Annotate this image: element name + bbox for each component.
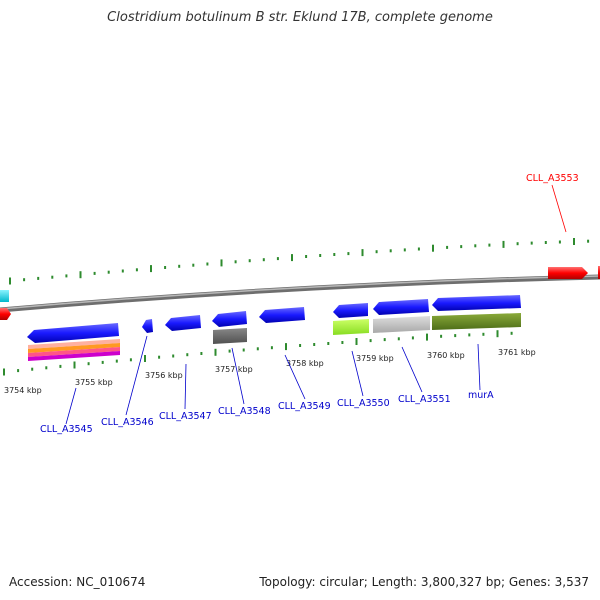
feature-block-grey [213, 328, 247, 344]
genome-summary-text: Topology: circular; Length: 3,800,327 bp… [259, 575, 589, 589]
gene-label-cll-a3551[interactable]: CLL_A3551 [398, 394, 451, 405]
label-leader-line [351, 350, 364, 397]
red-feature-left [0, 308, 11, 320]
gene-arrow-cll-a3545[interactable] [27, 323, 119, 343]
upper-tick-track [9, 238, 590, 285]
gene-label-mura[interactable]: murA [468, 390, 494, 401]
kbp-label: 3760 kbp [427, 351, 465, 360]
feature-block-olive [432, 313, 521, 330]
feature-block-lime [333, 319, 369, 335]
label-leader-line [65, 387, 77, 425]
label-leader-line [184, 363, 187, 410]
label-leader-line [477, 343, 481, 391]
gene-arrow-cll-a3549[interactable] [259, 307, 305, 323]
feature-stack-cll-a3545 [28, 339, 120, 361]
kbp-label: 3758 kbp [286, 359, 324, 368]
gene-label-cll-a3546[interactable]: CLL_A3546 [101, 417, 154, 428]
accession-text: Accession: NC_010674 [9, 575, 146, 589]
lower-tick-track [3, 330, 513, 376]
genome-backbone-highlight [0, 275, 600, 310]
gene-arrow-cll-a3548[interactable] [212, 311, 247, 327]
gene-label-cll-a3549[interactable]: CLL_A3549 [278, 401, 331, 412]
label-leader-line [125, 335, 148, 416]
gene-label-cll-a3553[interactable]: CLL_A3553 [526, 173, 579, 184]
gene-label-cll-a3547[interactable]: CLL_A3547 [159, 411, 212, 422]
gene-arrow-cll-a3547[interactable] [165, 315, 201, 331]
kbp-label: 3755 kbp [75, 378, 113, 387]
gene-label-cll-a3550[interactable]: CLL_A3550 [337, 398, 390, 409]
kbp-label: 3759 kbp [356, 354, 394, 363]
kbp-label: 3757 kbp [215, 365, 253, 374]
label-leader-line [401, 346, 423, 393]
cyan-feature [0, 290, 9, 302]
gene-label-cll-a3548[interactable]: CLL_A3548 [218, 406, 271, 417]
gene-arrow-cll-a3553[interactable] [548, 267, 588, 279]
gene-arrow-cll-a3550[interactable] [333, 303, 368, 318]
feature-block-silver [373, 316, 430, 333]
label-leader-line [231, 347, 245, 405]
gene-label-cll-a3545[interactable]: CLL_A3545 [40, 424, 93, 435]
kbp-label: 3761 kbp [498, 348, 536, 357]
label-leader-line-red [551, 184, 567, 233]
label-leader-line [284, 354, 306, 400]
kbp-label: 3754 kbp [4, 386, 42, 395]
kbp-label: 3756 kbp [145, 371, 183, 380]
page-title: Clostridium botulinum B str. Eklund 17B,… [107, 10, 493, 25]
genome-backbone [0, 274, 600, 313]
gene-arrow-mura[interactable] [432, 295, 521, 311]
gene-arrow-cll-a3546[interactable] [142, 319, 153, 333]
gene-arrow-cll-a3551[interactable] [373, 299, 429, 315]
